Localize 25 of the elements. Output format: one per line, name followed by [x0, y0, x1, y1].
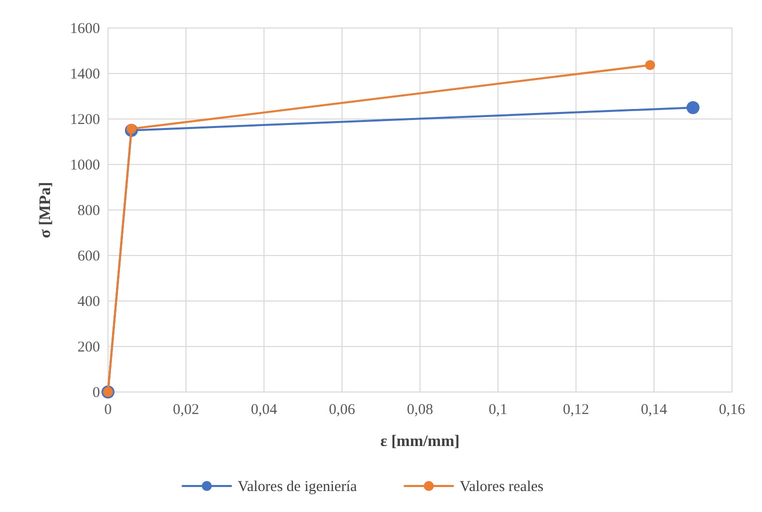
x-tick-label: 0,08 [406, 402, 434, 418]
y-tick-label: 600 [78, 248, 100, 264]
x-tick-label: 0,1 [488, 402, 508, 418]
legend-label: Valores reales [460, 479, 544, 495]
x-tick-label: 0,04 [250, 402, 278, 418]
y-tick-label: 400 [78, 294, 100, 310]
point [645, 60, 656, 70]
y-tick-label: 200 [78, 340, 100, 356]
x-tick-label: 0,02 [172, 402, 200, 418]
legend-label: Valores de igeniería [238, 479, 358, 495]
y-tick-label: 800 [78, 203, 100, 219]
point [126, 124, 136, 134]
x-axis-title: ε [mm/mm] [380, 433, 460, 450]
x-tick-label: 0,16 [718, 402, 746, 418]
x-tick-label: 0 [104, 402, 112, 418]
y-tick-label: 1400 [70, 66, 100, 82]
y-tick-label: 1000 [70, 158, 100, 174]
x-tick-label: 0,14 [640, 402, 668, 418]
y-tick-label: 1200 [70, 112, 100, 128]
point [686, 101, 700, 114]
y-tick-label: 1600 [70, 21, 100, 37]
x-tick-label: 0,06 [328, 402, 356, 418]
y-tick-label: 0 [92, 385, 100, 401]
x-tick-label: 0,12 [562, 402, 590, 418]
y-axis-title: σ [MPa] [37, 182, 54, 238]
